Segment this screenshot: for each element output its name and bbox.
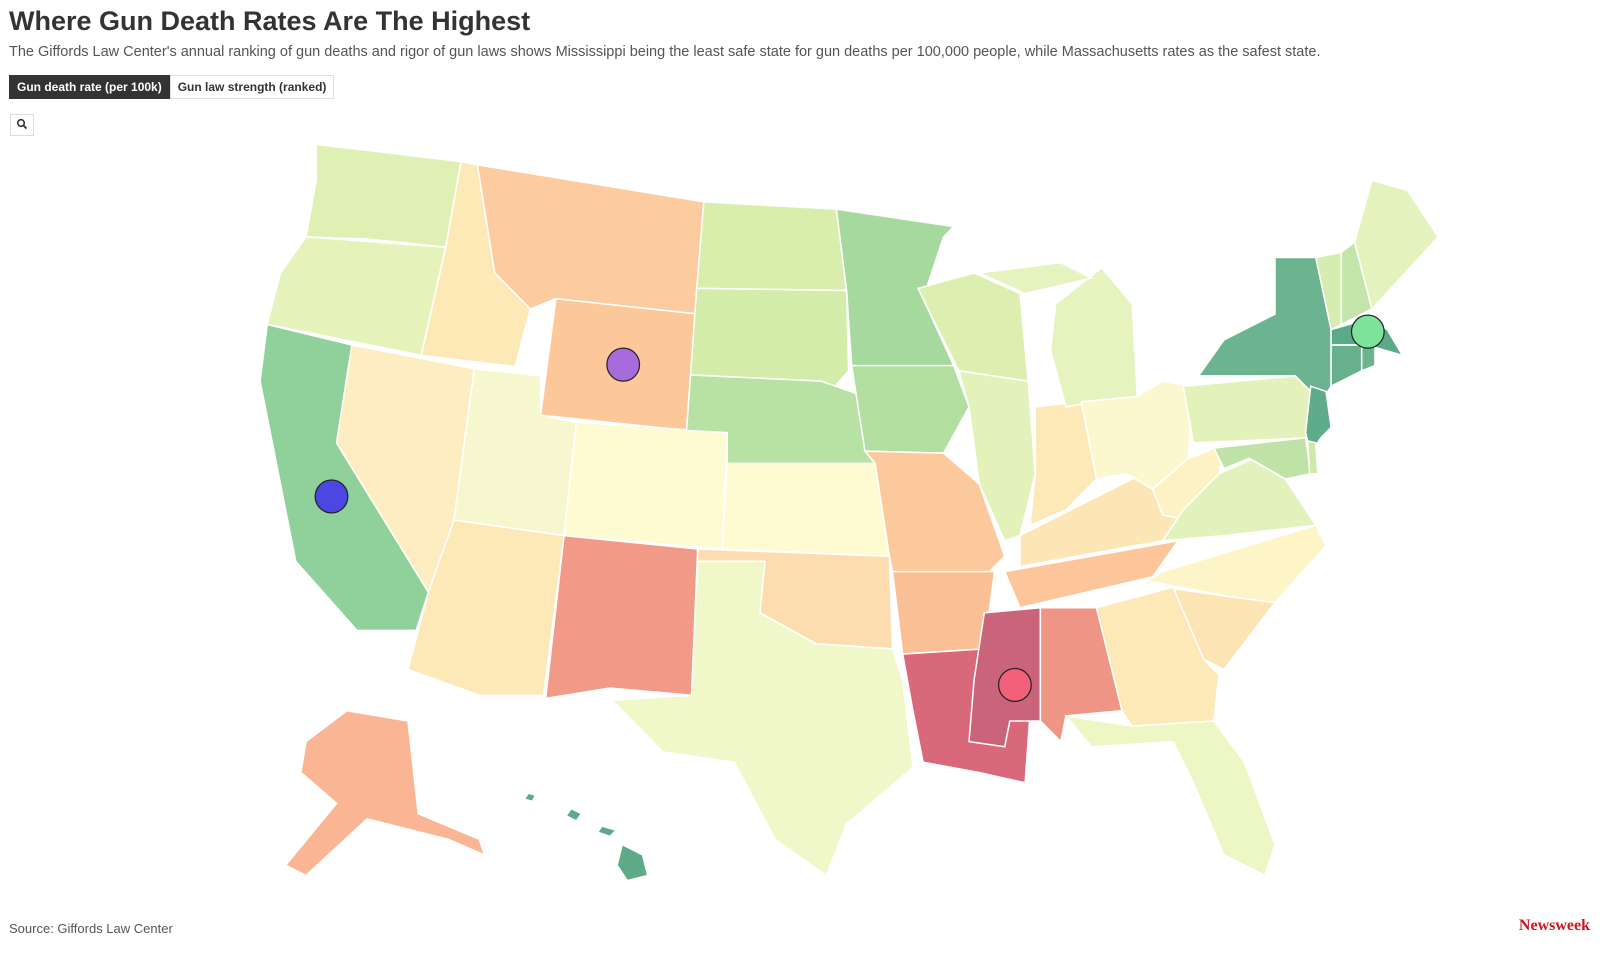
state (721, 462, 891, 558)
state (976, 261, 1094, 295)
state (1049, 266, 1139, 408)
state (610, 560, 914, 877)
state (284, 709, 486, 877)
tab[interactable]: Gun law strength (ranked) (169, 75, 335, 99)
state (1182, 375, 1322, 444)
state (1095, 586, 1220, 727)
source: Source: Giffords Law Center (9, 921, 173, 936)
title: Where Gun Death Rates Are The Highest (9, 6, 531, 36)
state (564, 807, 583, 822)
subtitle: The Giffords Law Center's annual ranking… (9, 44, 1321, 60)
state (1360, 344, 1376, 372)
state (695, 201, 848, 292)
marker[interactable] (997, 667, 1032, 703)
state (1003, 539, 1180, 609)
state (957, 369, 1037, 542)
state (305, 143, 462, 249)
state (616, 843, 649, 882)
marker[interactable] (1350, 314, 1385, 349)
state (596, 825, 618, 838)
state (1306, 439, 1319, 475)
state (523, 792, 537, 803)
state (850, 364, 970, 454)
state (1212, 436, 1312, 480)
state (835, 208, 956, 367)
tabs: Gun death rate (per 100k) Gun law streng… (9, 75, 335, 99)
state (563, 421, 729, 550)
brand[interactable]: Newsweek (1518, 917, 1590, 934)
marker[interactable] (606, 347, 641, 382)
marker[interactable] (314, 479, 349, 514)
state (1353, 179, 1440, 311)
tab[interactable]: Gun death rate (per 100k) (9, 75, 170, 99)
search-button[interactable] (10, 114, 34, 136)
state (266, 236, 447, 357)
state (1064, 714, 1276, 877)
state (1330, 344, 1363, 388)
states (259, 143, 1440, 882)
search-icon (16, 118, 28, 129)
state (1304, 385, 1332, 456)
state (544, 534, 699, 700)
